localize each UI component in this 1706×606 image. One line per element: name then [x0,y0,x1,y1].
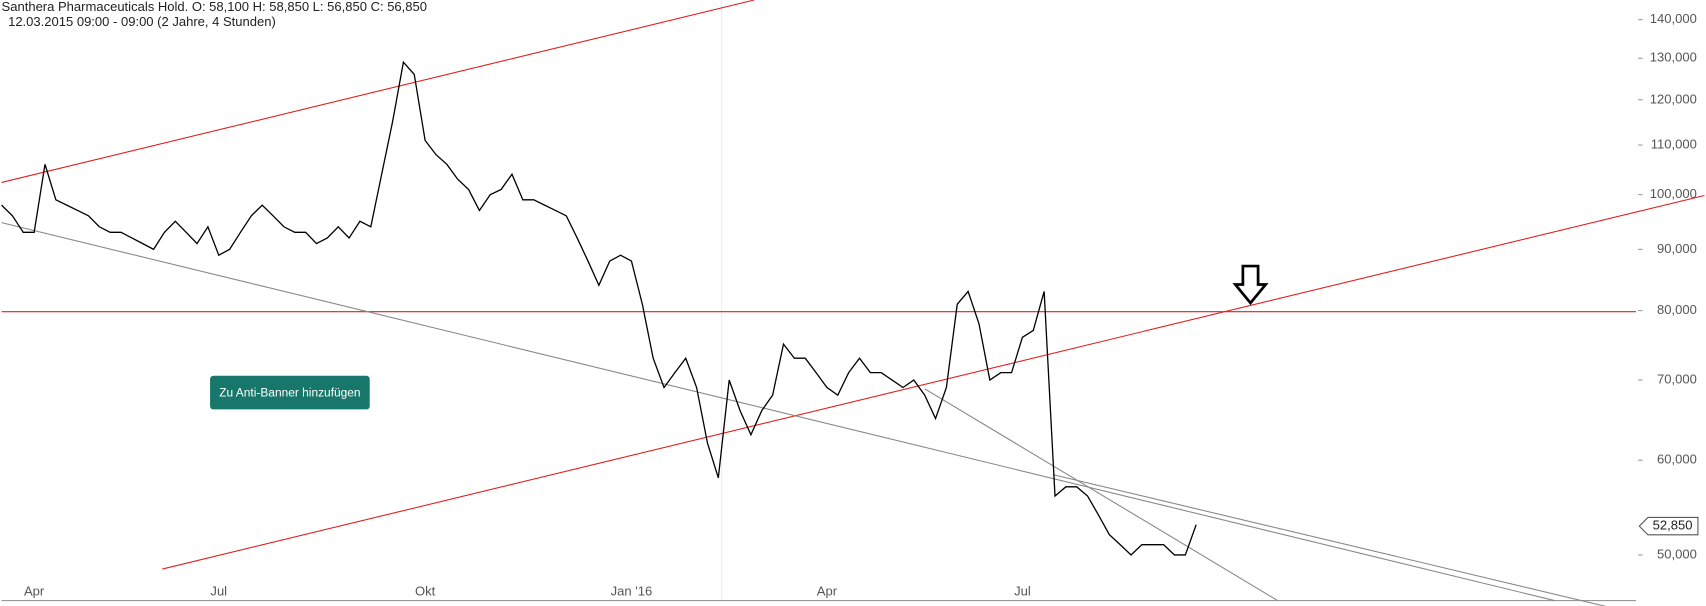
y-tick-label: 140,000 [1650,11,1697,26]
trend-line [1,222,1555,602]
x-tick-label: Apr [817,583,838,598]
price-label: 52,850 [1653,518,1693,533]
y-tick-label: 50,000 [1657,546,1697,561]
chart-title: Santhera Pharmaceuticals Hold. O: 58,100… [2,0,427,14]
chart-subtitle: 12.03.2015 09:00 - 09:00 (2 Jahre, 4 Stu… [8,14,276,29]
y-tick-label: 80,000 [1657,302,1697,317]
price-line [1,60,1197,556]
arrow [1232,264,1269,306]
trend-line [1,0,755,183]
x-tick-label: Jul [1014,583,1031,598]
x-tick-label: Jul [210,583,227,598]
y-tick-label: 70,000 [1657,371,1697,386]
x-tick-label: Jan '16 [611,583,653,598]
y-tick-label: 130,000 [1650,50,1697,65]
button-label[interactable]: Zu Anti-Banner hinzufügen [219,385,360,399]
price-marker [1638,516,1699,536]
trend-line [1052,474,1607,606]
y-tick-label: 100,000 [1650,186,1697,201]
x-tick-label: Apr [24,583,45,598]
button[interactable]: Zu Anti-Banner hinzufügen [210,375,370,410]
trend-line [924,388,1278,602]
trend-line [162,194,1705,570]
x-tick-label: Okt [415,583,436,598]
y-tick-label: 60,000 [1657,452,1697,467]
y-tick-label: 110,000 [1651,136,1697,151]
y-tick-label: 120,000 [1650,91,1697,106]
button-bg[interactable] [210,375,370,410]
y-tick-label: 90,000 [1657,241,1697,256]
